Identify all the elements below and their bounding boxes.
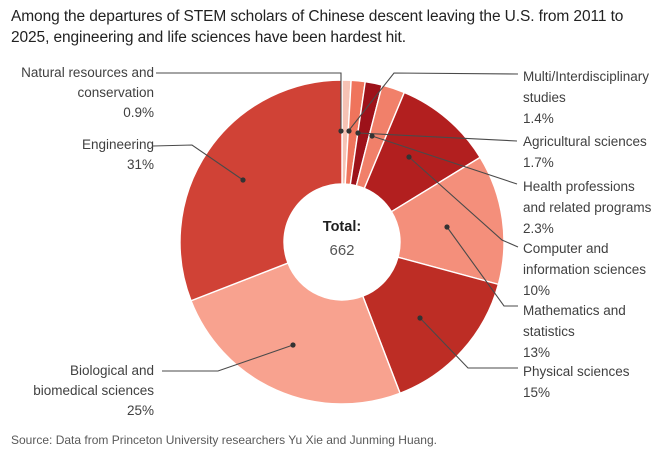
label-line: Engineering: [81, 137, 154, 152]
label-line: biomedical sciences: [33, 383, 154, 398]
label-health-professions: Health professions and related programs …: [523, 176, 665, 239]
donut-center-total: Total: 662: [282, 219, 402, 259]
label-line: Natural resources and: [21, 65, 154, 80]
callout-dot-natural-resources: [338, 128, 344, 134]
label-line: Health professions: [523, 179, 635, 194]
label-percent: 15%: [523, 385, 551, 400]
label-line: and related programs: [523, 200, 652, 215]
segment-engineering[interactable]: [179, 79, 343, 302]
callout-line-biological-biomedical: [162, 344, 294, 372]
callout-dot-engineering: [240, 177, 246, 183]
label-line: studies: [523, 90, 566, 105]
callout-line-natural-resources: [156, 72, 342, 128]
callout-dot-agricultural: [355, 130, 361, 136]
callout-line-health-professions: [371, 135, 518, 185]
callout-line-physical-sciences: [419, 317, 518, 369]
callout-dot-biological-biomedical: [290, 342, 296, 348]
callout-line-agricultural: [357, 132, 518, 142]
label-percent: 1.7%: [523, 155, 554, 170]
label-line: Physical sciences: [523, 364, 630, 379]
segment-mathematics-statistics[interactable]: [390, 156, 505, 286]
label-percent: 13%: [523, 345, 551, 360]
label-physical-sciences: Physical sciences 15%: [523, 361, 665, 403]
callout-dot-computer-information: [406, 154, 412, 160]
label-line: Mathematics and: [523, 303, 626, 318]
callout-line-mathematics-statistics: [446, 226, 518, 307]
total-label: Total:: [322, 219, 362, 235]
label-natural-resources: Natural resources and conservation 0.9%: [4, 63, 154, 123]
label-line: conservation: [77, 85, 154, 100]
label-line: Biological and: [69, 363, 154, 378]
callout-line-computer-information: [408, 156, 519, 248]
segment-physical-sciences[interactable]: [361, 256, 500, 395]
segment-biological-biomedical[interactable]: [190, 262, 401, 405]
label-percent: 0.9%: [123, 105, 154, 120]
label-engineering: Engineering 31%: [4, 135, 154, 175]
label-multi-interdisciplinary: Multi/Interdisciplinary studies 1.4%: [523, 66, 665, 129]
label-line: Multi/Interdisciplinary: [523, 69, 650, 84]
total-value: 662: [329, 242, 355, 259]
callout-dot-multi-interdisciplinary: [346, 128, 352, 134]
label-computer-information: Computer and information sciences 10%: [523, 238, 665, 301]
callout-dot-physical-sciences: [417, 315, 423, 321]
label-line: information sciences: [523, 262, 647, 277]
label-percent: 10%: [523, 283, 551, 298]
callout-line-engineering: [152, 144, 244, 181]
label-percent: 1.4%: [523, 111, 554, 126]
source-note: Source: Data from Princeton University r…: [11, 433, 437, 447]
callout-dot-health-professions: [369, 133, 375, 139]
label-biological-biomedical: Biological and biomedical sciences 25%: [4, 361, 154, 421]
label-agricultural: Agricultural sciences 1.7%: [523, 131, 665, 173]
label-mathematics-statistics: Mathematics and statistics 13%: [523, 300, 665, 363]
label-line: Agricultural sciences: [523, 134, 647, 149]
label-line: statistics: [523, 324, 575, 339]
chart-title: Among the departures of STEM scholars of…: [11, 8, 624, 46]
callout-line-multi-interdisciplinary: [349, 72, 519, 130]
label-percent: 31%: [126, 157, 154, 172]
label-line: Computer and: [523, 241, 609, 256]
label-percent: 25%: [126, 403, 154, 418]
callout-dot-mathematics-statistics: [444, 224, 450, 230]
label-percent: 2.3%: [523, 221, 554, 236]
